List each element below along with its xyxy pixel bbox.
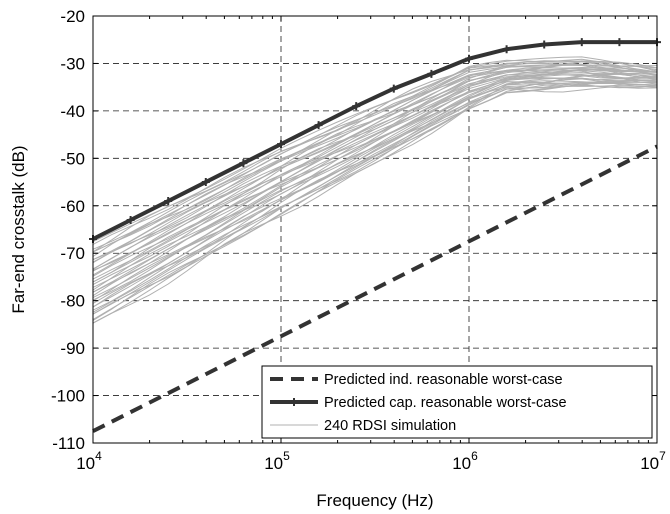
y-tick-label: -40 <box>60 102 85 121</box>
legend-label-sim: 240 RDSI simulation <box>324 418 456 434</box>
series-cap-marker <box>577 38 586 47</box>
legend: Predicted ind. reasonable worst-case Pre… <box>261 365 653 439</box>
legend-marker-cross <box>290 398 298 406</box>
series-cap-marker <box>465 54 473 63</box>
series-cap-marker <box>277 140 285 149</box>
sim-line <box>92 81 658 308</box>
sim-line <box>92 83 658 321</box>
sim-line <box>92 74 658 301</box>
sim-line <box>92 68 658 276</box>
x-tick-label: 106 <box>452 449 478 473</box>
series-cap-marker <box>352 102 361 111</box>
sim-line <box>92 60 658 261</box>
x-tick-label: 107 <box>640 449 666 473</box>
series-ind-line <box>92 144 658 433</box>
y-tick-label: -70 <box>60 244 85 263</box>
legend-box <box>261 365 653 439</box>
y-tick-label: -90 <box>60 339 85 358</box>
series-cap-marker <box>239 159 248 168</box>
sim-line <box>92 70 658 283</box>
plot-frame <box>92 15 658 444</box>
sim-line <box>92 78 658 311</box>
legend-label-ind: Predicted ind. reasonable worst-case <box>324 372 563 388</box>
x-tick-label: 104 <box>76 449 102 473</box>
y-tick-label: -110 <box>52 434 85 453</box>
legend-label-cap: Predicted cap. reasonable worst-case <box>324 395 567 411</box>
series-cap-marker <box>427 69 436 78</box>
sim-line <box>92 72 658 288</box>
y-tick-label: -80 <box>60 292 85 311</box>
series-cap-marker <box>389 84 398 93</box>
series-cap-marker <box>540 40 549 49</box>
series-cap-marker <box>164 197 173 206</box>
x-axis-label: Frequency (Hz) <box>316 491 433 510</box>
y-tick-label: -50 <box>60 149 85 168</box>
series-cap-marker <box>615 38 624 47</box>
series-cap-marker <box>314 121 323 130</box>
series-cap-marker <box>502 45 511 54</box>
y-tick-label: -20 <box>60 7 85 26</box>
y-tick-label: -60 <box>60 197 85 216</box>
rdsi-simulation-bundle <box>92 56 658 324</box>
series-cap-line <box>92 40 657 241</box>
sim-line <box>92 69 658 280</box>
y-tick-label: -100 <box>51 387 85 406</box>
x-tick-label: 105 <box>264 449 290 473</box>
sim-line <box>92 83 658 315</box>
legend-marker-cap <box>290 398 298 406</box>
series-cap-marker <box>201 178 210 187</box>
series-cap-marker <box>126 216 135 225</box>
y-tick-label: -30 <box>60 54 85 73</box>
sim-line <box>92 59 658 245</box>
sim-line <box>92 63 658 261</box>
y-axis-label: Far-end crosstalk (dB) <box>9 145 28 313</box>
sim-line <box>92 85 658 324</box>
